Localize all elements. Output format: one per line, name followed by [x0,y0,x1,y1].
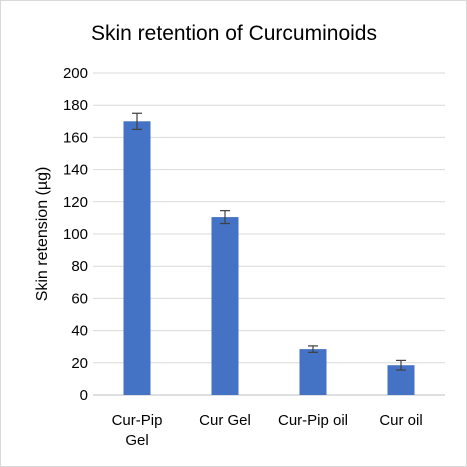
y-tick-label: 60 [71,290,88,307]
error-bars [132,112,406,371]
bar [123,121,151,396]
y-tick-label: 40 [71,323,88,340]
y-tick-label: 200 [63,65,88,82]
error-bar [220,210,230,225]
y-tick-label: 80 [71,258,88,275]
error-bar [308,345,318,353]
x-tick-label: Cur oil [379,412,422,429]
chart-title: Skin retention of Curcuminoids [91,22,377,45]
x-category-labels: Cur-Pip Gel Cur Gel Cur-Pip oil Cur oil [112,412,423,449]
gridlines [93,72,445,396]
y-tick-label: 120 [63,194,88,211]
x-tick-label: Cur-Pip [112,412,163,429]
y-tick-label: 140 [63,162,88,179]
bars [123,121,415,396]
bar [211,217,239,395]
error-bar [396,359,406,371]
y-tick-labels: 0 20 40 60 80 100 120 140 160 180 200 [63,65,88,404]
bar [299,349,327,395]
y-tick-label: 0 [80,387,88,404]
y-tick-label: 100 [63,226,88,243]
x-tick-label: Gel [125,432,148,449]
y-tick-label: 20 [71,355,88,372]
x-tick-label: Cur-Pip oil [278,412,348,429]
y-tick-label: 160 [63,129,88,146]
y-tick-label: 180 [63,97,88,114]
y-axis-label: Skin retension (µg) [34,167,51,302]
x-tick-label: Cur Gel [199,412,251,429]
error-bar [132,112,142,130]
